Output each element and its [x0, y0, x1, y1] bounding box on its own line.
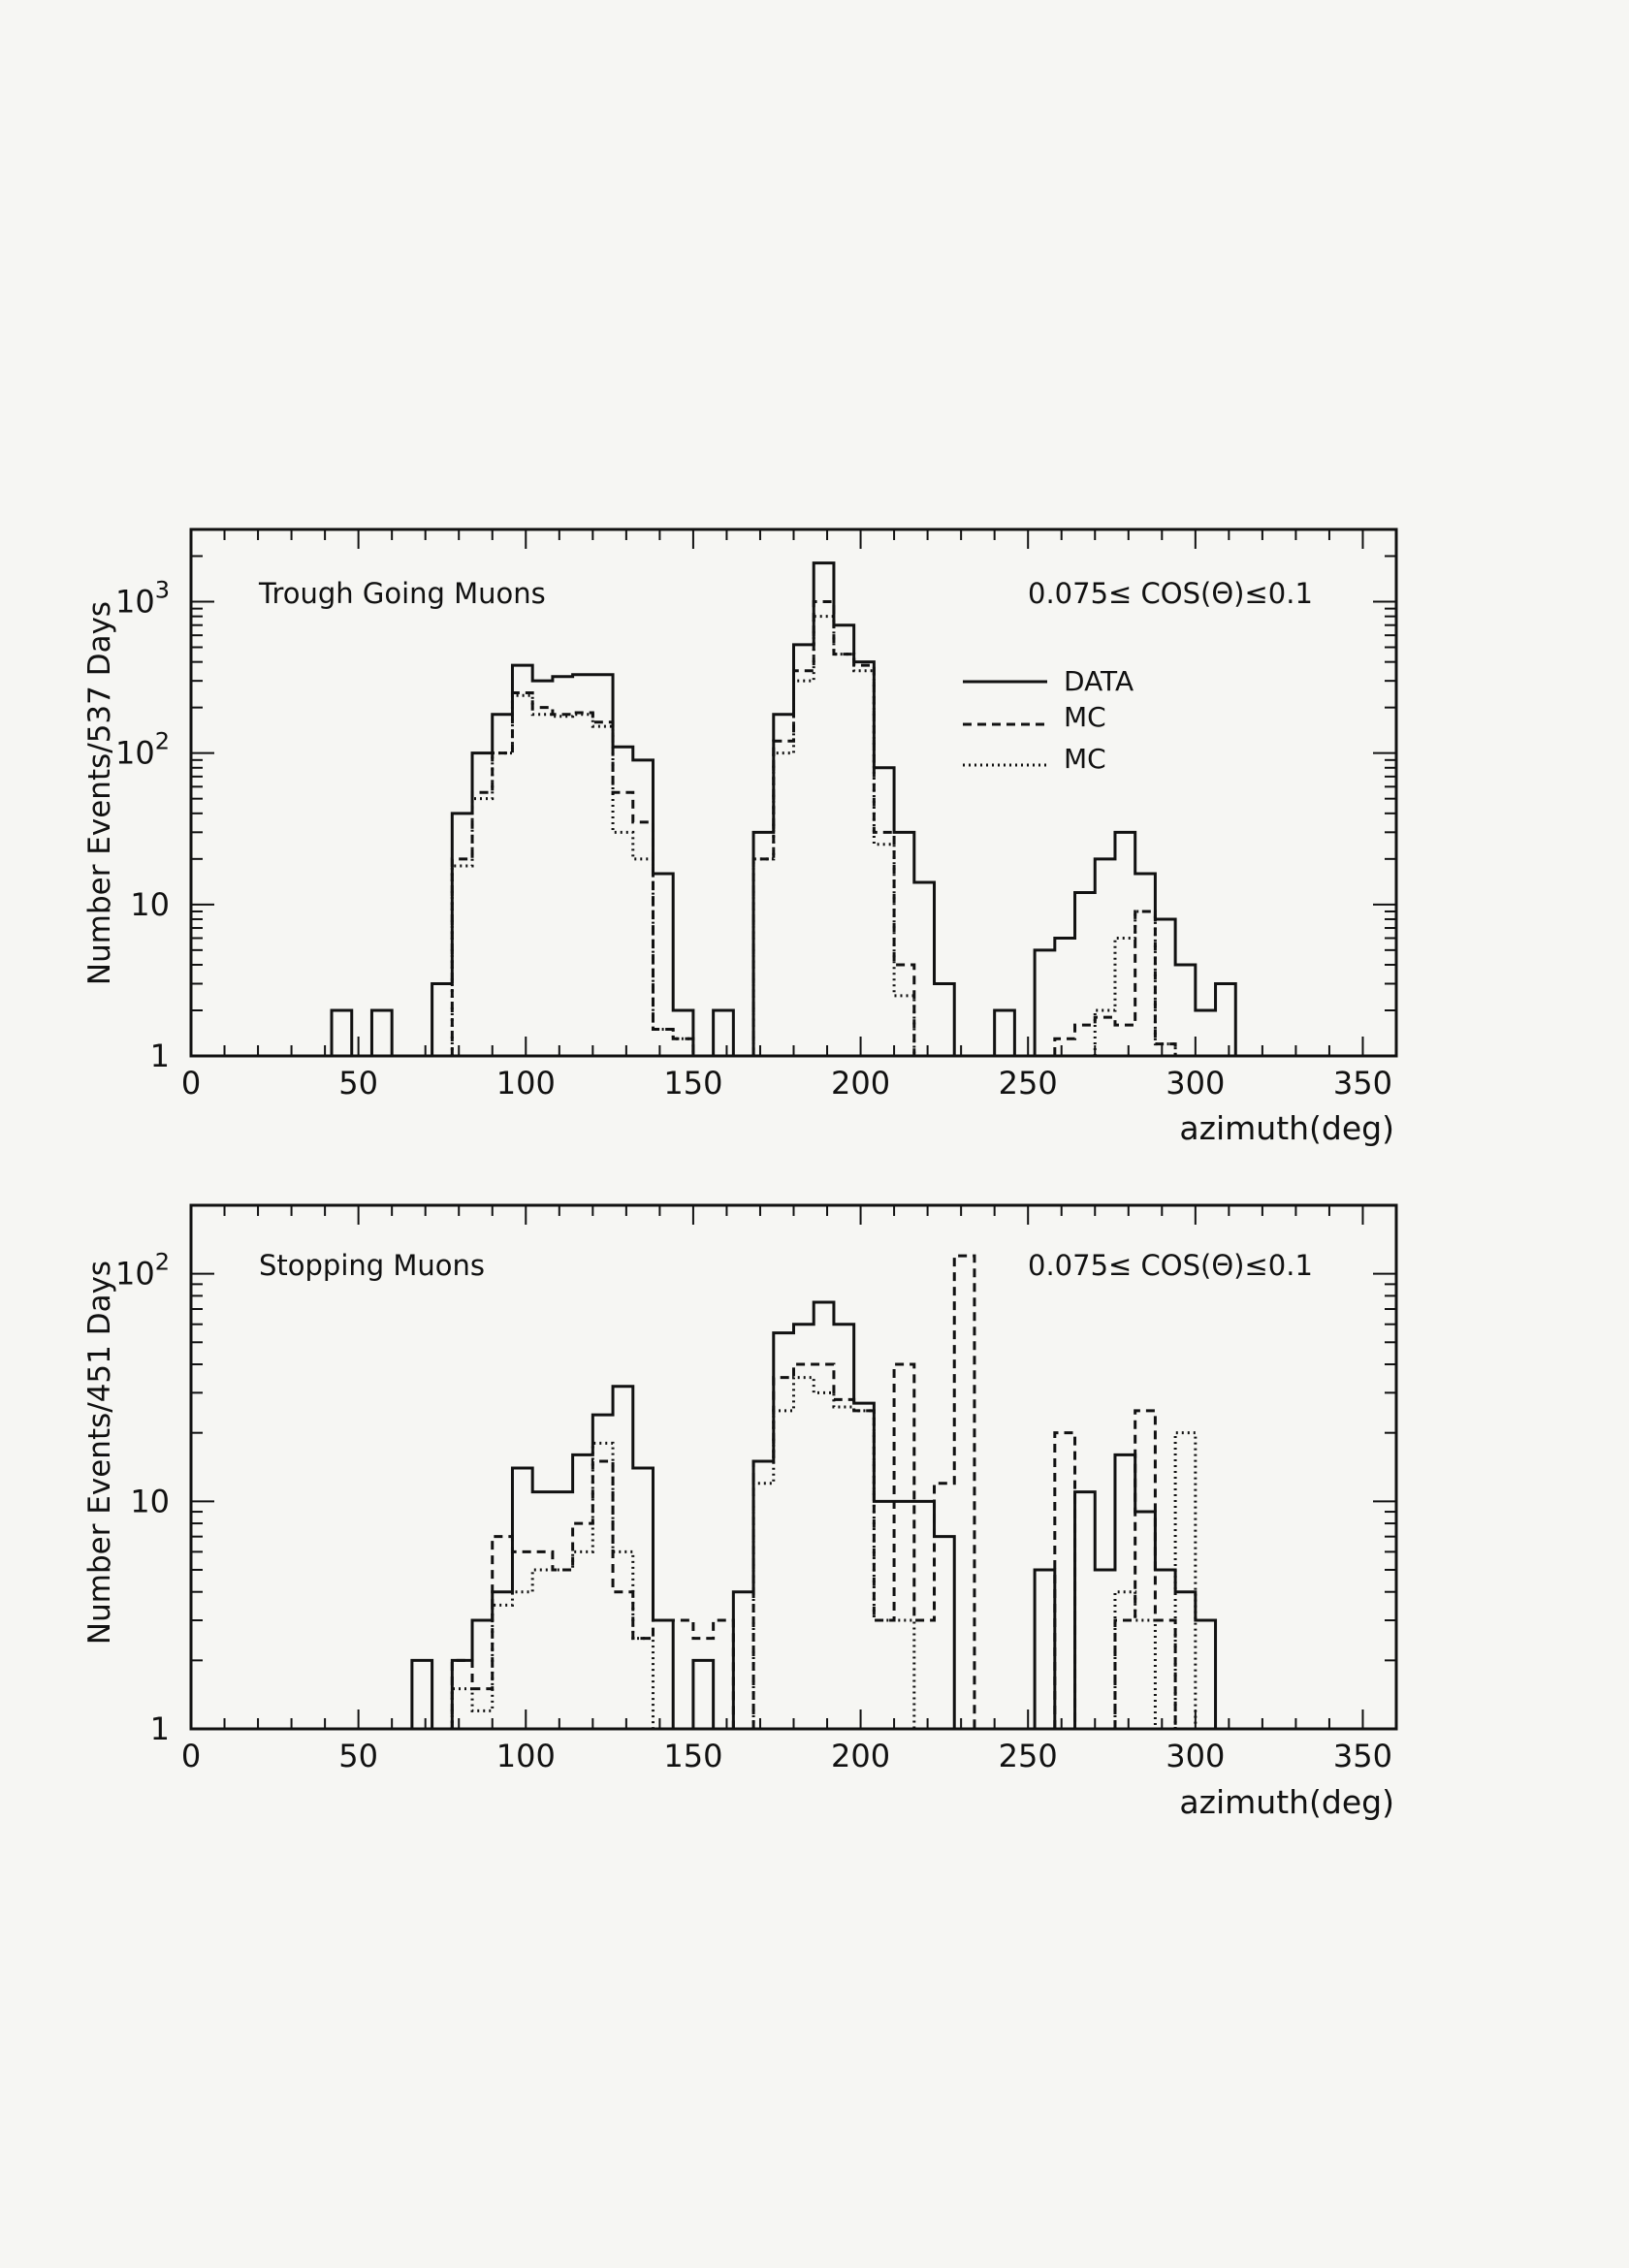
x-tick-label: 100 [496, 1065, 556, 1102]
x-tick-label: 150 [663, 1065, 722, 1102]
histogram-mc-dotted [450, 1376, 1198, 1729]
y-tick-label: 1 [150, 1710, 170, 1747]
cut-label: 0.075≤ COS(Θ)≤0.1 [1028, 1249, 1313, 1282]
y-axis-label: Number Events/451 Days [82, 1261, 117, 1645]
y-tick-label: 103 [115, 577, 170, 621]
panel-through-going: 0 50 100 150 200 250 300 350 1 10 102 103 Trough G… [82, 527, 1398, 1147]
y-tick-label: 1 [150, 1038, 170, 1074]
histogram-data-solid [410, 1300, 1218, 1729]
axis-ticks [190, 528, 1397, 1057]
legend-label-mc-dashed: MC [1064, 701, 1106, 733]
x-tick-label: 200 [831, 1065, 890, 1102]
x-tick-label: 100 [496, 1738, 556, 1774]
x-tick-label: 150 [663, 1738, 722, 1774]
histogram-mc-dotted [450, 615, 1177, 1056]
axis-ticks [190, 1204, 1397, 1730]
y-tick-labels: 1 10 102 [115, 1249, 170, 1747]
histogram-data-solid [330, 561, 1237, 1056]
y-tick-label: 10 [130, 886, 170, 923]
series-group [410, 1254, 1218, 1729]
panel-stopping: 0 50 100 150 200 250 300 350 1 10 102 Stopping Mu… [82, 1203, 1398, 1821]
series-group [330, 561, 1237, 1056]
x-tick-label: 300 [1166, 1065, 1225, 1102]
x-tick-label: 300 [1166, 1738, 1225, 1774]
x-tick-label: 250 [999, 1065, 1058, 1102]
legend: DATA MC MC [963, 665, 1134, 775]
legend-label-data: DATA [1064, 665, 1134, 697]
legend-label-mc-dotted: MC [1064, 743, 1106, 775]
x-axis-label: azimuth(deg) [1179, 1109, 1394, 1147]
y-tick-label: 102 [115, 1249, 170, 1293]
x-tick-label: 350 [1333, 1065, 1392, 1102]
x-tick-label: 50 [338, 1065, 378, 1102]
x-tick-label: 250 [999, 1738, 1058, 1774]
x-axis-label: azimuth(deg) [1179, 1783, 1394, 1821]
panel-title: Stopping Muons [259, 1249, 485, 1282]
y-axis-label: Number Events/537 Days [82, 601, 117, 985]
histogram-mc-dashed [450, 1254, 1177, 1729]
x-tick-label: 50 [338, 1738, 378, 1774]
x-tick-label: 0 [181, 1738, 201, 1774]
y-tick-labels: 1 10 102 103 [115, 577, 170, 1074]
y-tick-label: 10 [130, 1483, 170, 1519]
x-tick-label: 350 [1333, 1738, 1392, 1774]
x-tick-label: 200 [831, 1738, 890, 1774]
y-tick-label: 102 [115, 728, 170, 772]
x-tick-labels: 0 50 100 150 200 250 300 350 [181, 1065, 1392, 1102]
panel-title: Trough Going Muons [258, 577, 546, 610]
cut-label: 0.075≤ COS(Θ)≤0.1 [1028, 577, 1313, 610]
x-tick-labels: 0 50 100 150 200 250 300 350 [181, 1738, 1392, 1774]
x-tick-label: 0 [181, 1065, 201, 1102]
